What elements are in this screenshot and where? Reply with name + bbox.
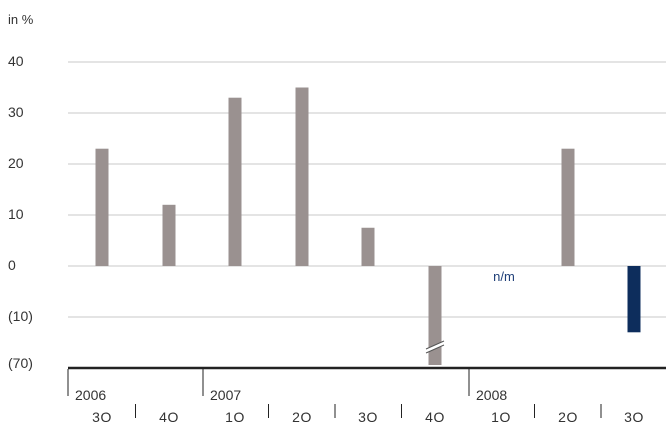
bar [361, 227, 375, 266]
year-label: 2006 [75, 387, 106, 403]
y-tick-label: 40 [8, 53, 24, 69]
bar [627, 266, 641, 333]
bar [162, 204, 176, 266]
bar [95, 148, 109, 266]
y-axis-ticks: 40 30 20 10 0 (10) (70) [8, 53, 33, 371]
y-tick-label: 0 [8, 257, 16, 273]
axis-break-line [425, 344, 445, 354]
quarter-label: 3Q [358, 409, 378, 422]
quarter-label: 3Q [92, 409, 112, 422]
bar [428, 266, 442, 365]
bar [228, 97, 242, 266]
quarter-label: 3Q [624, 409, 644, 422]
quarter-label: 4Q [425, 409, 445, 422]
bar [561, 148, 575, 266]
x-axis: 2006 3Q 4Q 2007 1Q 2Q 3Q 4Q 2008 1Q 2Q 3Q [67, 366, 666, 422]
quarter-label: 1Q [491, 409, 511, 422]
y-tick-label: 20 [8, 155, 24, 171]
y-tick-label: 10 [8, 206, 24, 222]
year-label: 2008 [476, 387, 507, 403]
axis-break-line [425, 340, 445, 350]
y-tick-label: 30 [8, 104, 24, 120]
year-label: 2007 [210, 387, 241, 403]
gridlines [68, 61, 666, 318]
annotation-label: n/m [493, 269, 515, 284]
quarter-label: 1Q [225, 409, 245, 422]
axis-break [426, 341, 444, 353]
unit-label: in % [8, 12, 34, 27]
quarter-label: 4Q [159, 409, 179, 422]
bars [95, 87, 641, 365]
y-tick-label: (70) [8, 355, 33, 371]
bar [295, 87, 309, 266]
y-tick-label: (10) [8, 308, 33, 324]
annotations: n/m [493, 269, 515, 284]
quarter-label: 2Q [292, 409, 312, 422]
quarter-label: 2Q [558, 409, 578, 422]
